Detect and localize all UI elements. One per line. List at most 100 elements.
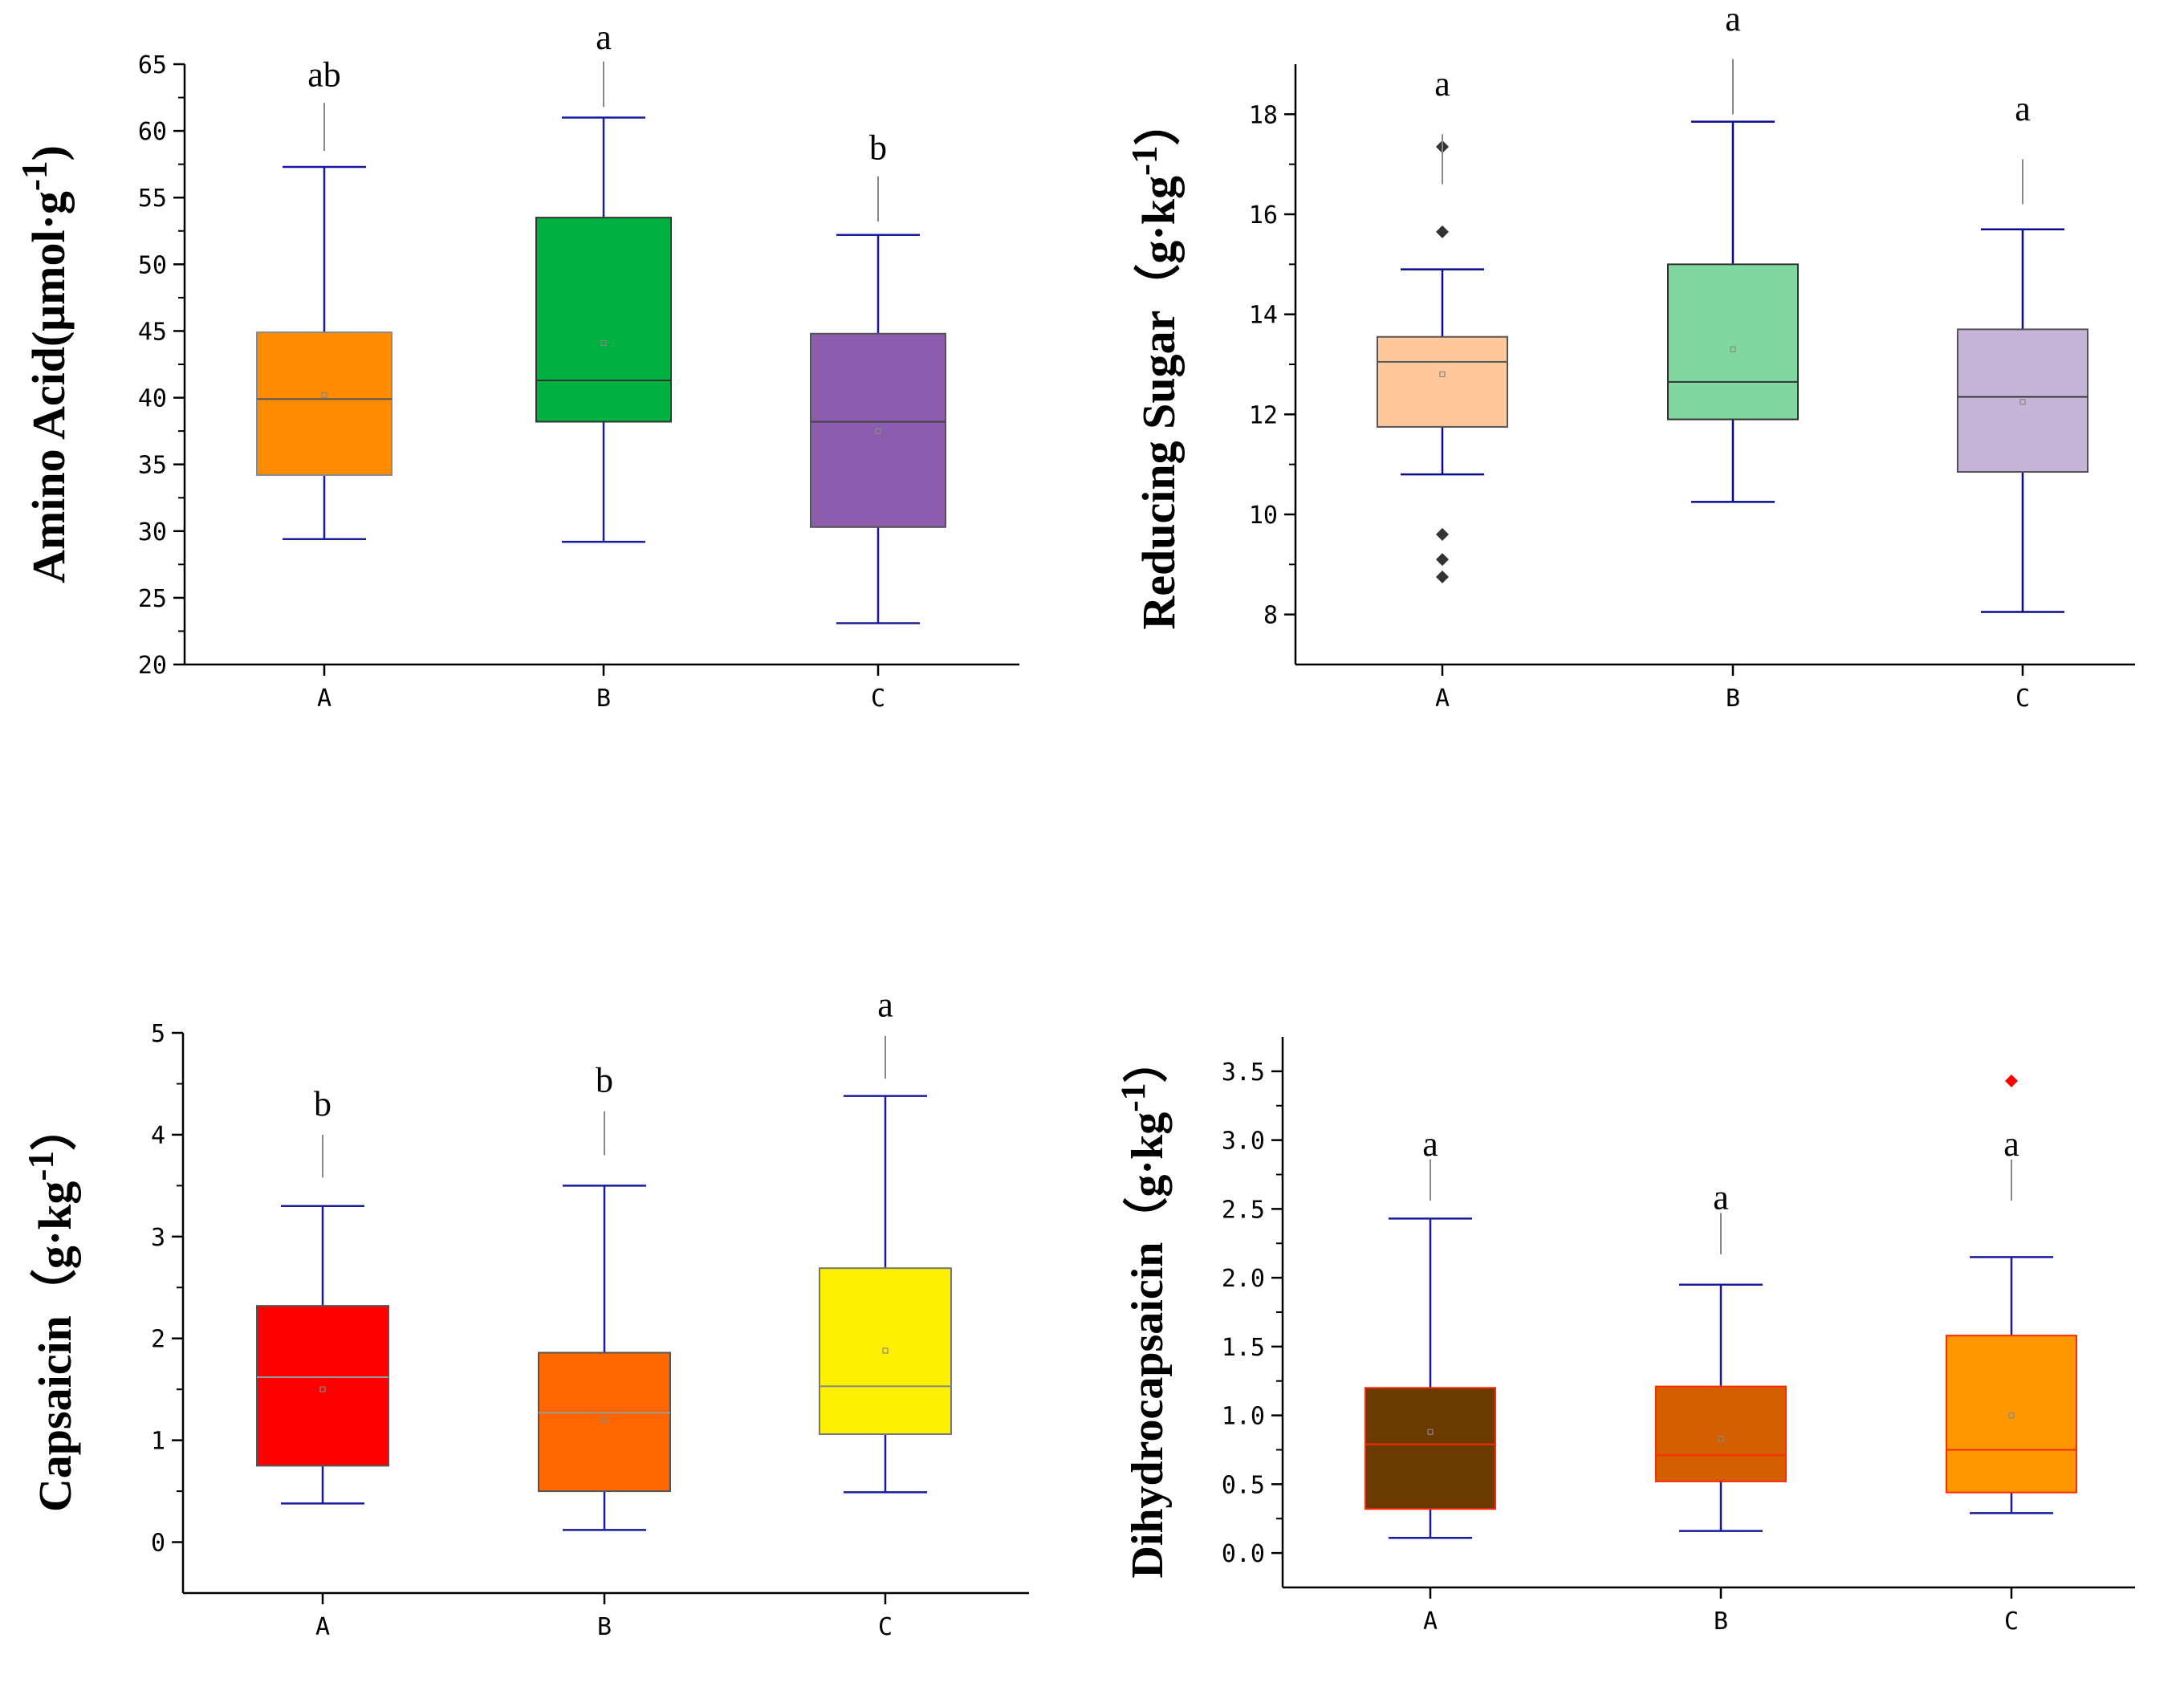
y-tick-label: 55 xyxy=(138,185,167,213)
x-tick-label: C xyxy=(2004,1607,2019,1636)
y-axis-label: Dihydrocapsaicin（g·kg-1） xyxy=(1114,1038,1173,1578)
x-tick-label: C xyxy=(2015,685,2030,713)
y-axis-label: Capsaicin（g·kg-1） xyxy=(21,1104,81,1512)
mean-marker xyxy=(1730,346,1736,352)
y-tick-label: 4 xyxy=(151,1122,165,1150)
iqr-box xyxy=(1377,335,1508,428)
y-axis-label-close: ） xyxy=(1122,1038,1173,1083)
mean-marker xyxy=(1427,1429,1434,1435)
y-tick-label: 25 xyxy=(138,585,167,613)
x-tick-label: C xyxy=(878,1613,893,1641)
significance-label: a xyxy=(596,18,612,57)
y-axis-label-close: ） xyxy=(29,1104,81,1151)
iqr-box xyxy=(256,331,392,476)
y-tick-label: 0.0 xyxy=(1222,1540,1265,1568)
significance-label: a xyxy=(1434,64,1450,104)
box-A: b xyxy=(256,1084,389,1505)
y-tick-label: 0.5 xyxy=(1222,1471,1265,1499)
box-C: a xyxy=(1957,89,2088,613)
y-tick-label: 2.0 xyxy=(1222,1265,1265,1293)
iqr-box xyxy=(1957,328,2088,474)
outlier-point xyxy=(1436,225,1449,238)
box-B: b xyxy=(538,1061,671,1531)
y-tick-label: 40 xyxy=(138,385,167,413)
chart-dihydro: 0.0 0.5 1.0 1.5 2.0 2.5 3.0 3.5 A B Ca a a Dihydrocap… xyxy=(1114,1037,2135,1636)
x-tick-label: A xyxy=(317,685,331,713)
x-tick-label: A xyxy=(1423,1607,1438,1636)
outlier-point xyxy=(1436,570,1449,583)
y-axis-label-text: Dihydrocapsaicin（g·kg xyxy=(1122,1112,1173,1579)
y-tick-label: 3 xyxy=(151,1224,165,1252)
mean-marker xyxy=(600,339,607,347)
y-axis-label-sup: -1 xyxy=(1125,145,1165,176)
box-A: ab xyxy=(256,55,392,541)
y-tick-label: 12 xyxy=(1249,401,1278,429)
y-tick-label: 35 xyxy=(138,452,167,480)
mean-marker xyxy=(2019,399,2026,405)
y-axis-label-sup: -1 xyxy=(14,161,55,191)
x-tick-label: B xyxy=(1714,1607,1728,1636)
iqr-box xyxy=(1655,1385,1787,1482)
y-tick-label: 3.0 xyxy=(1222,1128,1265,1156)
significance-label: a xyxy=(1725,0,1741,39)
box-B: a xyxy=(1667,0,1799,503)
box-C: b xyxy=(810,128,946,624)
y-tick-label: 5 xyxy=(151,1020,165,1048)
box-C: a xyxy=(819,986,952,1494)
y-tick-label: 30 xyxy=(138,518,167,547)
y-tick-label: 1 xyxy=(151,1428,165,1456)
y-axis-label: Reducing Sugar（g·kg-1） xyxy=(1125,99,1185,629)
y-tick-label: 65 xyxy=(138,51,167,79)
y-axis-label: Amino Acid(μmol·g-1) xyxy=(14,145,75,583)
y-tick-label: 10 xyxy=(1249,502,1278,530)
mean-marker xyxy=(875,428,881,434)
iqr-box xyxy=(1946,1335,2077,1494)
chart-sugar: 8 10 12 14 16 18 A B Ca a a Reducing Sugar（g·kg-1） xyxy=(1125,0,2135,713)
x-tick-label: C xyxy=(871,685,885,713)
mean-marker xyxy=(882,1347,889,1354)
outlier-point xyxy=(1436,527,1449,541)
box-A: a xyxy=(1364,1124,1496,1539)
mean-marker xyxy=(1439,371,1446,378)
box-B: a xyxy=(1655,1178,1787,1532)
x-tick-label: B xyxy=(596,685,611,713)
y-tick-label: 14 xyxy=(1249,302,1278,330)
chart-capsaicin: 0 1 2 3 4 5 A B Cb b a Capsaicin（g·kg-1） xyxy=(21,986,1029,1641)
y-tick-label: 1.0 xyxy=(1222,1403,1265,1431)
y-axis-label-close: ) xyxy=(22,145,75,161)
mean-marker xyxy=(601,1416,608,1423)
iqr-box xyxy=(1364,1387,1496,1510)
mean-marker xyxy=(1718,1436,1724,1442)
y-tick-label: 0 xyxy=(151,1530,165,1558)
y-tick-label: 1.5 xyxy=(1222,1334,1265,1362)
significance-label: ab xyxy=(307,55,341,94)
y-tick-label: 60 xyxy=(138,118,167,146)
significance-label: b xyxy=(869,128,887,168)
x-tick-label: B xyxy=(1726,685,1740,713)
y-axis-label-text: Capsaicin（g·kg xyxy=(29,1181,81,1513)
y-tick-label: 16 xyxy=(1249,201,1278,230)
iqr-box xyxy=(535,217,672,423)
y-tick-label: 8 xyxy=(1263,602,1278,630)
significance-label: a xyxy=(1713,1178,1729,1217)
box-A: a xyxy=(1377,64,1508,583)
mean-marker xyxy=(319,1386,326,1392)
significance-label: a xyxy=(877,986,893,1025)
y-axis-label-close: ） xyxy=(1133,99,1185,145)
significance-label: a xyxy=(1422,1124,1438,1164)
y-tick-label: 3.5 xyxy=(1222,1059,1265,1087)
outlier-point xyxy=(2005,1074,2018,1087)
iqr-box xyxy=(256,1305,389,1467)
iqr-box xyxy=(819,1267,952,1436)
outlier-point xyxy=(1436,553,1449,567)
y-axis-label-text: Reducing Sugar（g·kg xyxy=(1133,176,1185,630)
x-tick-label: A xyxy=(315,1613,330,1641)
significance-label: b xyxy=(314,1084,331,1124)
x-tick-label: B xyxy=(597,1613,612,1641)
y-tick-label: 2.5 xyxy=(1222,1196,1265,1224)
mean-marker xyxy=(2008,1412,2015,1419)
y-tick-label: 50 xyxy=(138,251,167,279)
y-tick-label: 45 xyxy=(138,318,167,346)
